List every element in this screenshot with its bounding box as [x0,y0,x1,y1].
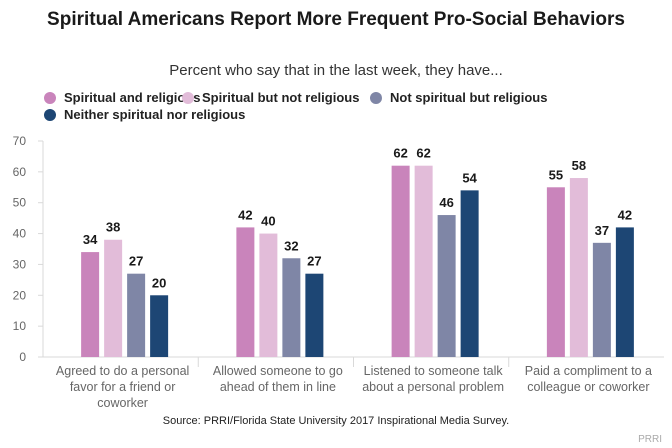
data-label: 34 [83,232,98,247]
legend-swatch [370,91,382,104]
data-label: 62 [393,146,407,161]
data-label: 42 [238,207,252,222]
x-tick-label: Agreed to do a personal [56,364,189,378]
bar [127,273,146,357]
chart-subtitle: Percent who say that in the last week, t… [169,62,503,79]
legend-swatch [182,91,194,104]
legend-swatch [44,91,56,104]
y-tick-label: 20 [13,288,27,302]
bar [592,242,611,357]
bar [615,227,634,357]
data-label: 20 [152,275,166,290]
x-tick-label: about a personal problem [362,380,504,394]
legend-label: Not spiritual but religious [390,90,548,105]
data-label: 32 [284,238,298,253]
x-tick-label: ahead of them in line [220,380,336,394]
legend-item-neither: Neither spiritual nor religious [44,107,245,122]
legend-label: Spiritual and religious [64,90,201,105]
bar [236,227,255,357]
y-tick-label: 30 [13,257,27,271]
y-tick-label: 10 [13,319,27,333]
data-label: 62 [416,146,430,161]
bar [81,252,100,357]
legend-label: Spiritual but not religious [202,90,360,105]
bar [460,190,479,357]
data-label: 40 [261,214,275,229]
bar [569,178,588,357]
x-tick-label: coworker [97,396,148,410]
bar [305,273,324,357]
legend-item-not-spiritual-religious: Not spiritual but religious [370,90,547,105]
x-tick-label: Allowed someone to go [213,364,343,378]
bar [104,239,123,357]
legend-label: Neither spiritual nor religious [64,107,246,122]
bar [282,258,301,357]
y-tick-label: 70 [13,134,27,148]
bar [437,215,456,357]
x-tick-label: favor for a friend or [70,380,176,394]
data-label: 27 [129,254,143,269]
bar [414,165,433,357]
data-label: 55 [549,167,563,182]
data-label: 27 [307,254,321,269]
data-label: 38 [106,220,120,235]
y-tick-label: 40 [13,227,27,241]
legend-item-spiritual-religious: Spiritual and religious [44,90,201,105]
bar [391,165,410,357]
brand-label: PRRI [638,434,662,445]
y-tick-label: 50 [13,196,27,210]
bar [259,233,278,357]
data-label: 46 [439,195,453,210]
x-tick-label: Paid a compliment to a [525,364,652,378]
legend-swatch [44,108,56,121]
data-label: 54 [462,170,477,185]
bar [546,187,565,357]
y-tick-label: 60 [13,165,27,179]
x-tick-label: Listened to someone talk [364,364,504,378]
chart-title: Spiritual Americans Report More Frequent… [47,9,625,30]
bar [150,295,169,357]
source-note: Source: PRRI/Florida State University 20… [162,415,510,427]
data-label: 42 [618,207,632,222]
data-label: 58 [572,158,586,173]
data-label: 37 [595,223,609,238]
x-tick-label: colleague or coworker [527,380,649,394]
legend-item-spiritual-not-religious: Spiritual but not religious [182,90,359,105]
y-tick-label: 0 [19,350,26,364]
